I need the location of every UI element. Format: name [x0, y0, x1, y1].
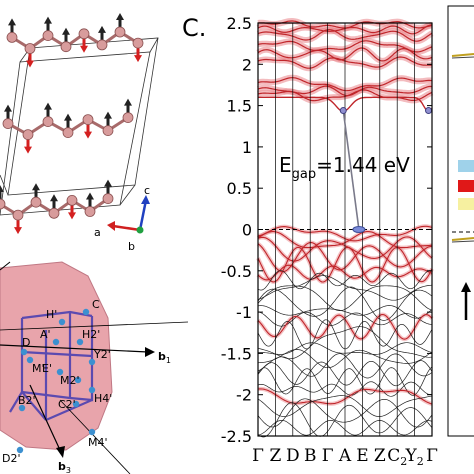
zone-point-marker	[52, 338, 60, 346]
zone-point-marker	[88, 428, 96, 436]
y-tick-label: -2	[236, 386, 252, 405]
brillouin-zone: C H' A' DM' H2' Y2' E' M2' B2' C2' H4' M4' D2' b1 b3	[0, 261, 189, 474]
legend-swatch-yellow	[458, 198, 474, 210]
zone-point-marker	[72, 400, 80, 408]
k-label: Γ	[322, 446, 334, 466]
axis-label-a: a	[94, 226, 101, 239]
y-tick-label: 0.5	[227, 179, 252, 198]
zone-edge	[21, 391, 47, 421]
y-tick-label: 1	[242, 138, 252, 157]
zone-edges	[9, 310, 94, 422]
zone-point-label: M4'	[88, 436, 108, 449]
zone-point-label: D	[22, 336, 30, 349]
b1-axis	[0, 344, 149, 353]
axis-label-b: b	[128, 240, 135, 253]
zone-point-marker	[74, 376, 82, 384]
zone-point-marker	[18, 404, 26, 412]
zone-point-marker	[88, 386, 96, 394]
k-label: D	[286, 446, 300, 466]
zone-point-label: D2'	[2, 452, 21, 465]
zone-point-marker	[26, 356, 34, 364]
panel-c-label: C.	[182, 14, 206, 42]
k-label: Y2	[404, 446, 423, 468]
k-label: E	[356, 446, 368, 466]
y-tick-label: 2.5	[227, 14, 252, 33]
zone-point-label: H4'	[94, 392, 112, 405]
zone-point-marker	[20, 348, 28, 356]
k-label: Z	[374, 446, 386, 466]
band-chart: -2.5-2-1.5-1-0.500.511.522.5 Γ Z D B Γ A E Z C2Y…	[221, 14, 438, 468]
zone-point-label: M2'	[60, 374, 80, 387]
legend-swatch-blue	[458, 160, 474, 172]
y-tick-label: 2	[242, 55, 252, 74]
zone-point-marker	[56, 368, 64, 376]
y-axis: -2.5 -2 -1.5 -1 -0.5 0 0.5 1 1.5 2 2.5	[221, 14, 432, 446]
y-tick-label: -1	[236, 303, 252, 322]
b1-label: b1	[158, 350, 171, 365]
cbm-marker	[339, 107, 347, 115]
zone-point-label: Y2'	[93, 348, 111, 361]
k-label: Γ	[252, 446, 264, 466]
crystal-structure	[0, 13, 159, 235]
k-label: B	[304, 446, 317, 466]
k-label: Z	[269, 446, 281, 466]
b3-axis	[29, 384, 61, 451]
crystal-axes: c a b	[94, 184, 150, 253]
k-label: Γ	[426, 446, 438, 466]
right-panel	[447, 5, 474, 437]
zone-point-label: A'	[40, 328, 51, 341]
gap-annotation: Egap=1.44 eV	[279, 153, 410, 182]
axis-label-c: c	[144, 184, 150, 197]
zone-point-label: B2'	[18, 394, 36, 407]
zone-point-marker	[76, 338, 84, 346]
zone-point-marker	[88, 358, 96, 366]
zone-point-marker	[82, 308, 90, 316]
zone-point-label: M'	[32, 362, 45, 375]
zone-point-label: H'	[46, 308, 57, 321]
b3-label: b3	[58, 460, 71, 474]
zone-edge	[21, 350, 93, 358]
zone-point-marker	[16, 446, 24, 454]
zone-edge	[9, 391, 23, 413]
legend-swatch-red	[458, 180, 474, 192]
zone-point-label: C2'	[58, 398, 76, 411]
zone-points: C H' A' DM' H2' Y2' E' M2' B2' C2' H4' M4' D2'	[2, 298, 112, 465]
zone-point-marker	[58, 318, 66, 326]
cbm2-marker	[425, 107, 433, 115]
y-tick-label: 0	[242, 221, 252, 240]
k-label: A	[338, 446, 352, 466]
y-tick-label: 1.5	[227, 97, 252, 116]
y-tick-label: -1.5	[221, 344, 252, 363]
gap-transition-line	[342, 110, 360, 230]
zone-point-label: E'	[42, 362, 52, 375]
vbm-marker	[352, 226, 366, 233]
y-tick-label: -2.5	[221, 427, 252, 446]
y-tick-label: -0.5	[221, 262, 252, 281]
zone-point-label: C	[92, 298, 100, 311]
k-label: C2	[387, 446, 407, 468]
zone-point-label: H2'	[82, 328, 100, 341]
